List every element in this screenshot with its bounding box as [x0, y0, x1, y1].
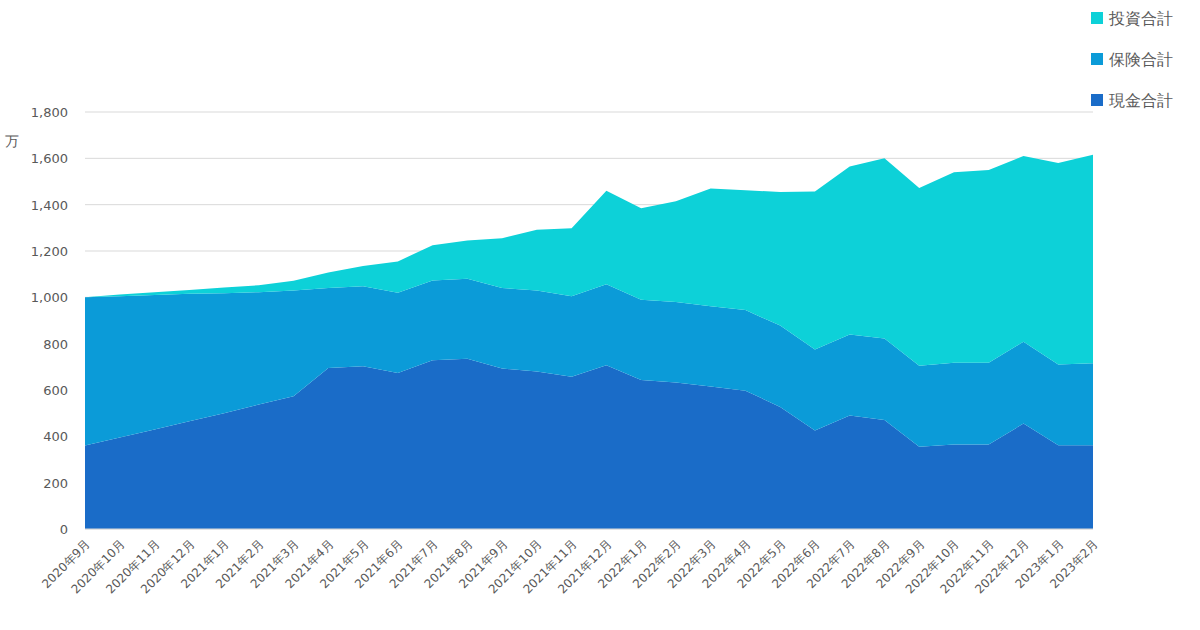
y-tick-label: 1,200 — [31, 244, 68, 259]
grid-line — [85, 112, 1093, 113]
y-tick-label: 0 — [60, 522, 68, 537]
areas — [85, 155, 1093, 529]
legend-swatch — [1091, 12, 1103, 24]
legend-swatch — [1091, 94, 1103, 106]
y-tick-label: 1,400 — [31, 198, 68, 213]
legend-label: 現金合計 — [1109, 91, 1173, 110]
grid-line — [85, 158, 1093, 159]
x-axis-line — [85, 529, 1093, 530]
grid-line — [85, 529, 1093, 530]
legend-label: 投資合計 — [1108, 9, 1173, 28]
y-tick-label: 1,800 — [31, 105, 68, 120]
x-tick-label: 2023年2月 — [1047, 537, 1101, 591]
y-tick-label: 1,600 — [31, 151, 68, 166]
legend: 投資合計保険合計現金合計 — [1091, 9, 1173, 110]
chart-root: 0 200 400 600 800 1,000 1,200 1,400 1,600 1,800 万 2… — [0, 0, 1200, 630]
y-tick-label: 800 — [43, 337, 68, 352]
y-tick-label: 600 — [43, 383, 68, 398]
chart-svg: 0 200 400 600 800 1,000 1,200 1,400 1,600 1,800 万 2… — [0, 0, 1200, 630]
y-tick-label: 200 — [43, 476, 68, 491]
legend-swatch — [1091, 53, 1103, 65]
grid — [85, 112, 1093, 529]
legend-label: 保険合計 — [1109, 50, 1173, 69]
area-2 — [85, 155, 1093, 366]
y-axis-label: 万 — [5, 133, 19, 149]
y-tick-label: 1,000 — [31, 290, 68, 305]
y-tick-label: 400 — [43, 429, 68, 444]
